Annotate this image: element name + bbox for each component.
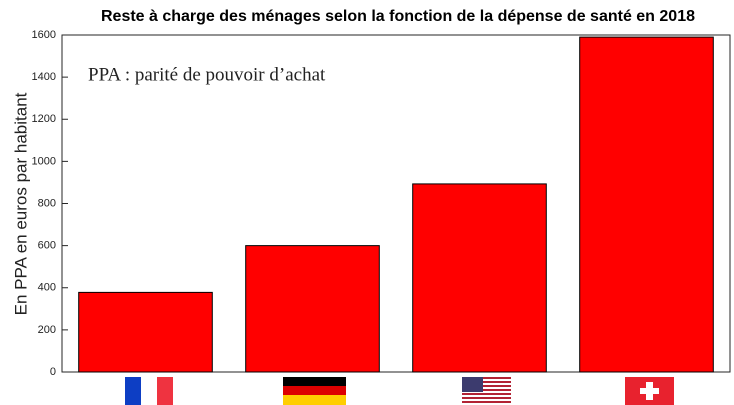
bar [579,36,714,373]
chart-title: Reste à charge des ménages selon la fonc… [101,8,695,25]
flag-usa [462,377,511,404]
y-tick-label: 600 [38,240,56,252]
bar [412,183,547,373]
y-tick-label: 200 [38,324,56,336]
annotation: PPA : parité de pouvoir d’achat [88,64,326,85]
y-tick-label: 0 [50,366,56,378]
flag-germany [283,377,346,405]
flag-switzerland [625,377,674,405]
y-axis-label: En PPA en euros par habitant [11,92,30,315]
bar [245,245,380,373]
y-tick-label: 800 [38,197,56,209]
flag-france [125,377,173,405]
y-tick-label: 1200 [32,113,56,125]
y-tick-label: 1600 [32,29,56,41]
y-tick-label: 1000 [32,155,56,167]
y-tick-label: 1400 [32,71,56,83]
y-tick-label: 400 [38,282,56,294]
bar [78,291,213,373]
